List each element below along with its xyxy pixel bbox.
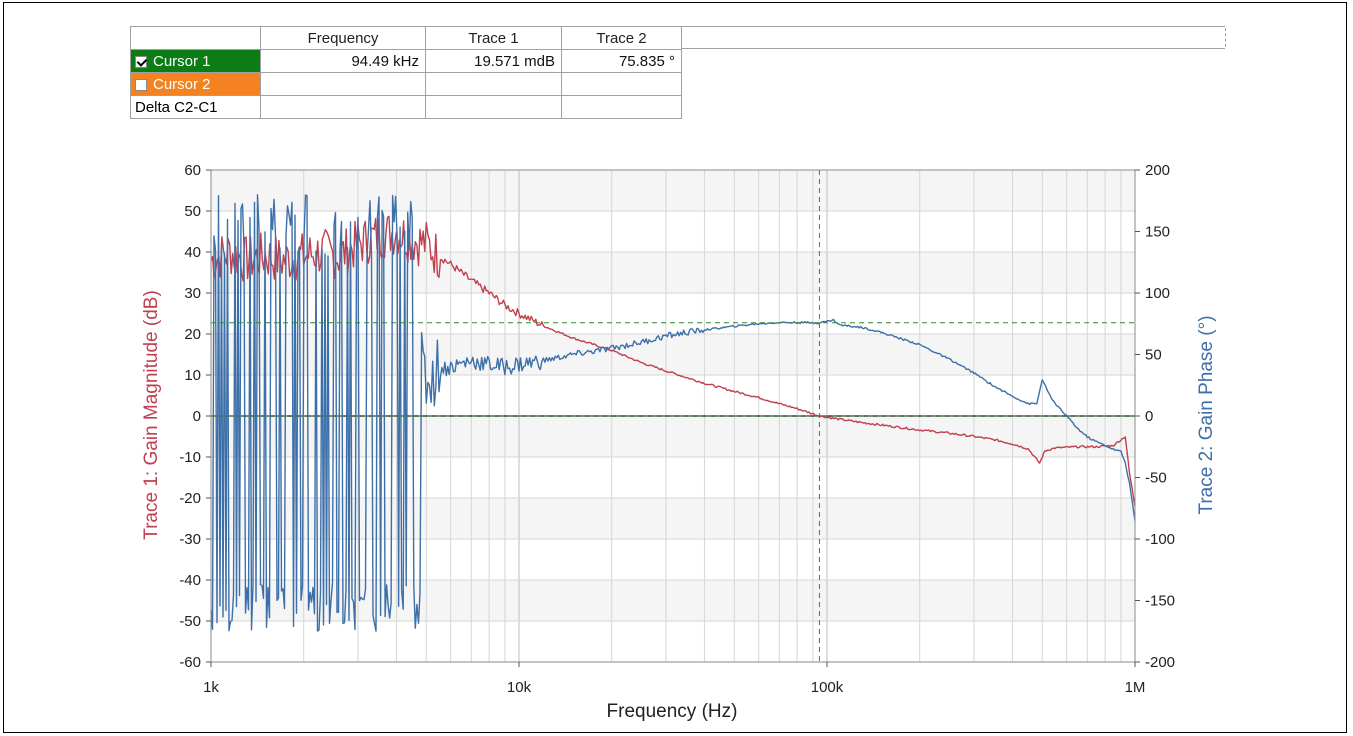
x-axis-label: Frequency (Hz): [607, 701, 738, 722]
cursor2-toggle[interactable]: Cursor 2: [130, 72, 261, 96]
window-frame: [3, 2, 1347, 733]
cursor-table: Frequency Trace 1 Trace 2 Cursor 1 94.49…: [130, 26, 682, 119]
y-right-tick-label: 50: [1145, 347, 1162, 364]
cursor2-label: Cursor 2: [153, 75, 211, 93]
x-tick-label: 100k: [811, 679, 844, 696]
y-right-tick-label: 100: [1145, 285, 1170, 302]
delta-trace1: [425, 95, 562, 119]
cursor-table-resize-handle[interactable]: [1225, 28, 1226, 47]
x-tick-label: 1k: [203, 679, 219, 696]
y-left-tick-label: -50: [179, 613, 201, 630]
y-right-tick-label: -50: [1145, 470, 1167, 487]
plot-band: [211, 170, 1135, 211]
cursor2-row: Cursor 2: [130, 72, 682, 96]
cursor2-checkbox[interactable]: [135, 78, 147, 91]
y-left-tick-label: 30: [184, 285, 201, 302]
y-right-tick-label: 0: [1145, 408, 1153, 425]
y-left-tick-label: 40: [184, 244, 201, 261]
cursor-table-extension: [682, 26, 1225, 49]
plot-axes: [206, 169, 1140, 667]
y-left-tick-label: -40: [179, 572, 201, 589]
series-trace-2-line: [210, 193, 1136, 632]
cursor1-label: Cursor 1: [153, 52, 211, 70]
delta-frequency: [260, 95, 426, 119]
delta-label: Delta C2-C1: [130, 95, 261, 119]
y-left-tick-label: 0: [193, 408, 201, 425]
cursor1-row: Cursor 1 94.49 kHz 19.571 mdB 75.835 °: [130, 49, 682, 73]
plot-band: [211, 498, 1135, 539]
plot-band: [211, 252, 1135, 293]
x-tick-label: 1M: [1125, 679, 1146, 696]
header-trace2: Trace 2: [561, 26, 682, 50]
header-frequency: Frequency: [260, 26, 426, 50]
y-right-tick-label: -100: [1145, 531, 1175, 548]
y-left-axis-label: Trace 1: Gain Magnitude (dB): [141, 290, 162, 540]
y-right-tick-label: 150: [1145, 224, 1170, 241]
y-right-tick-label: 200: [1145, 162, 1170, 179]
plot-band: [211, 334, 1135, 375]
y-left-tick-label: 60: [184, 162, 201, 179]
y-left-tick-label: -60: [179, 654, 201, 671]
cursor-lines: [211, 170, 1135, 662]
y-left-tick-label: -10: [179, 449, 201, 466]
cursor1-frequency: 94.49 kHz: [260, 49, 426, 73]
y-left-tick-label: -30: [179, 531, 201, 548]
y-right-tick-label: -200: [1145, 654, 1175, 671]
delta-row: Delta C2-C1: [130, 95, 682, 119]
cursor1-toggle[interactable]: Cursor 1: [130, 49, 261, 73]
cursor1-checkbox[interactable]: [135, 55, 147, 68]
y-right-tick-label: -150: [1145, 593, 1175, 610]
cursor1-trace2: 75.835 °: [561, 49, 682, 73]
x-tick-label: 10k: [507, 679, 532, 696]
y-left-tick-label: 50: [184, 203, 201, 220]
y-left-tick-label: -20: [179, 490, 201, 507]
y-left-tick-label: 10: [184, 367, 201, 384]
y-right-axis-label: Trace 2: Gain Phase (°): [1196, 315, 1217, 514]
y-left-tick-label: 20: [184, 326, 201, 343]
plot-series: [210, 193, 1136, 632]
delta-trace2: [561, 95, 682, 119]
header-blank: [130, 26, 261, 50]
cursor-table-header: Frequency Trace 1 Trace 2: [130, 26, 682, 50]
tick-labels: 1k 10k 100k 1M6050403020100-10-20-30-40-50-…: [179, 162, 1175, 696]
